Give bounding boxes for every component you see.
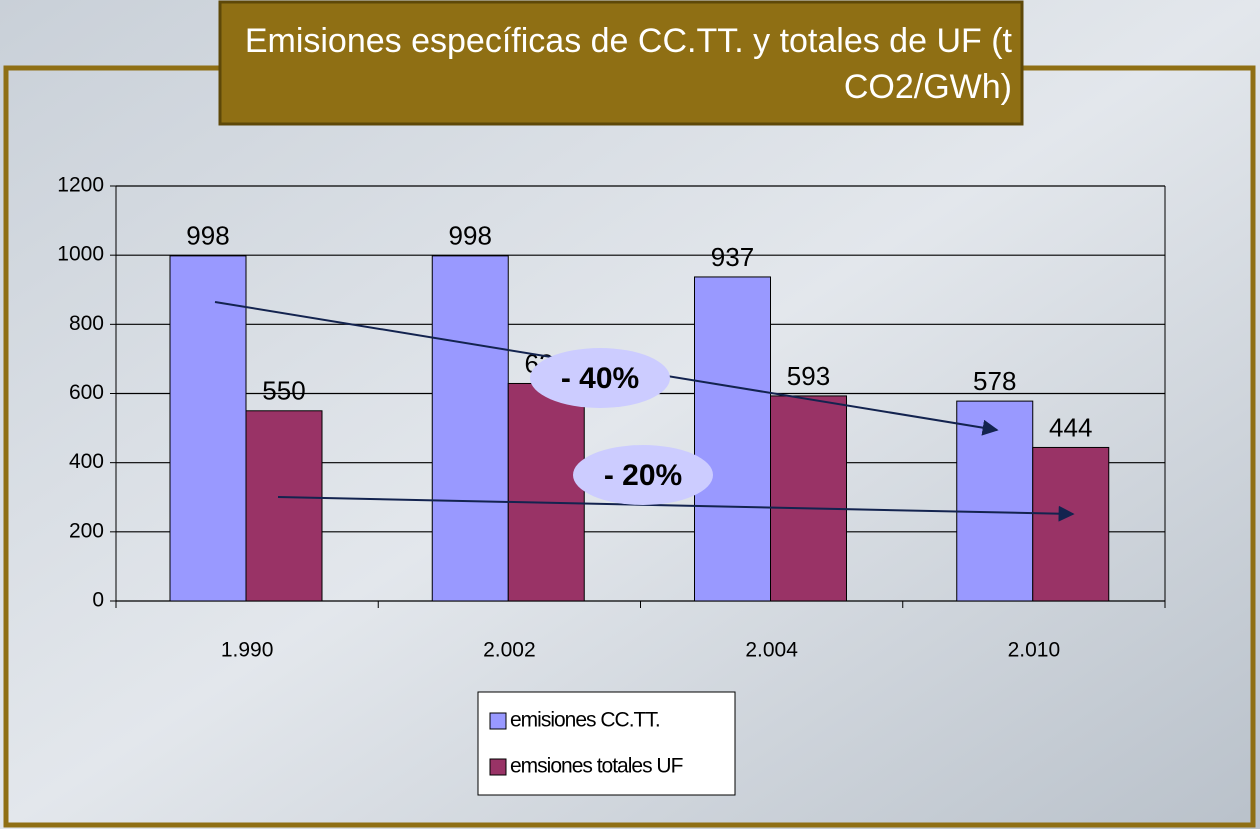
title-box	[218, 0, 1024, 126]
bar	[507, 382, 585, 602]
x-tick-label: 2.002	[483, 639, 536, 662]
title-wrap: Emisiones específicas de CC.TT. y totale…	[244, 22, 1012, 106]
x-tick-label: 2.010	[1008, 639, 1061, 662]
bar	[770, 395, 847, 602]
legend-label: emisiones CC.TT.	[510, 709, 660, 732]
value-label: 998	[449, 221, 492, 251]
annotation: - 20%	[604, 459, 682, 492]
value-label: 578	[973, 366, 1016, 396]
y-tick-label: 200	[69, 519, 104, 542]
legend-swatch	[489, 758, 507, 776]
x-tick-label: 1.990	[221, 639, 274, 662]
chart-title: Emisiones específicas de CC.TT. y totale…	[244, 22, 1012, 106]
y-tick-label: 600	[69, 381, 104, 404]
bar	[956, 400, 1034, 602]
bar	[169, 255, 247, 602]
value-label: 937	[711, 242, 754, 272]
trend-arrow	[277, 496, 1075, 522]
legend-label: emsiones totales UF	[510, 755, 683, 778]
y-tick-label: 1200	[57, 174, 104, 197]
value-label: 550	[262, 376, 305, 406]
value-label: 444	[1049, 412, 1092, 442]
annotation-bubble	[530, 348, 670, 408]
value-label: 593	[787, 361, 830, 391]
y-tick-label: 400	[69, 450, 104, 473]
bar	[245, 410, 323, 602]
legend-swatch	[489, 712, 507, 730]
legend	[477, 691, 736, 796]
y-tick-label: 0	[92, 589, 104, 612]
bar	[1032, 446, 1110, 602]
x-tick-label: 2.004	[745, 639, 798, 662]
y-tick-label: 800	[69, 312, 104, 335]
bar	[431, 255, 509, 602]
annotation-bubble	[573, 445, 713, 505]
bar	[694, 276, 771, 602]
value-label: 998	[186, 221, 229, 251]
y-tick-label: 1000	[57, 243, 104, 266]
annotation: - 40%	[561, 362, 639, 395]
